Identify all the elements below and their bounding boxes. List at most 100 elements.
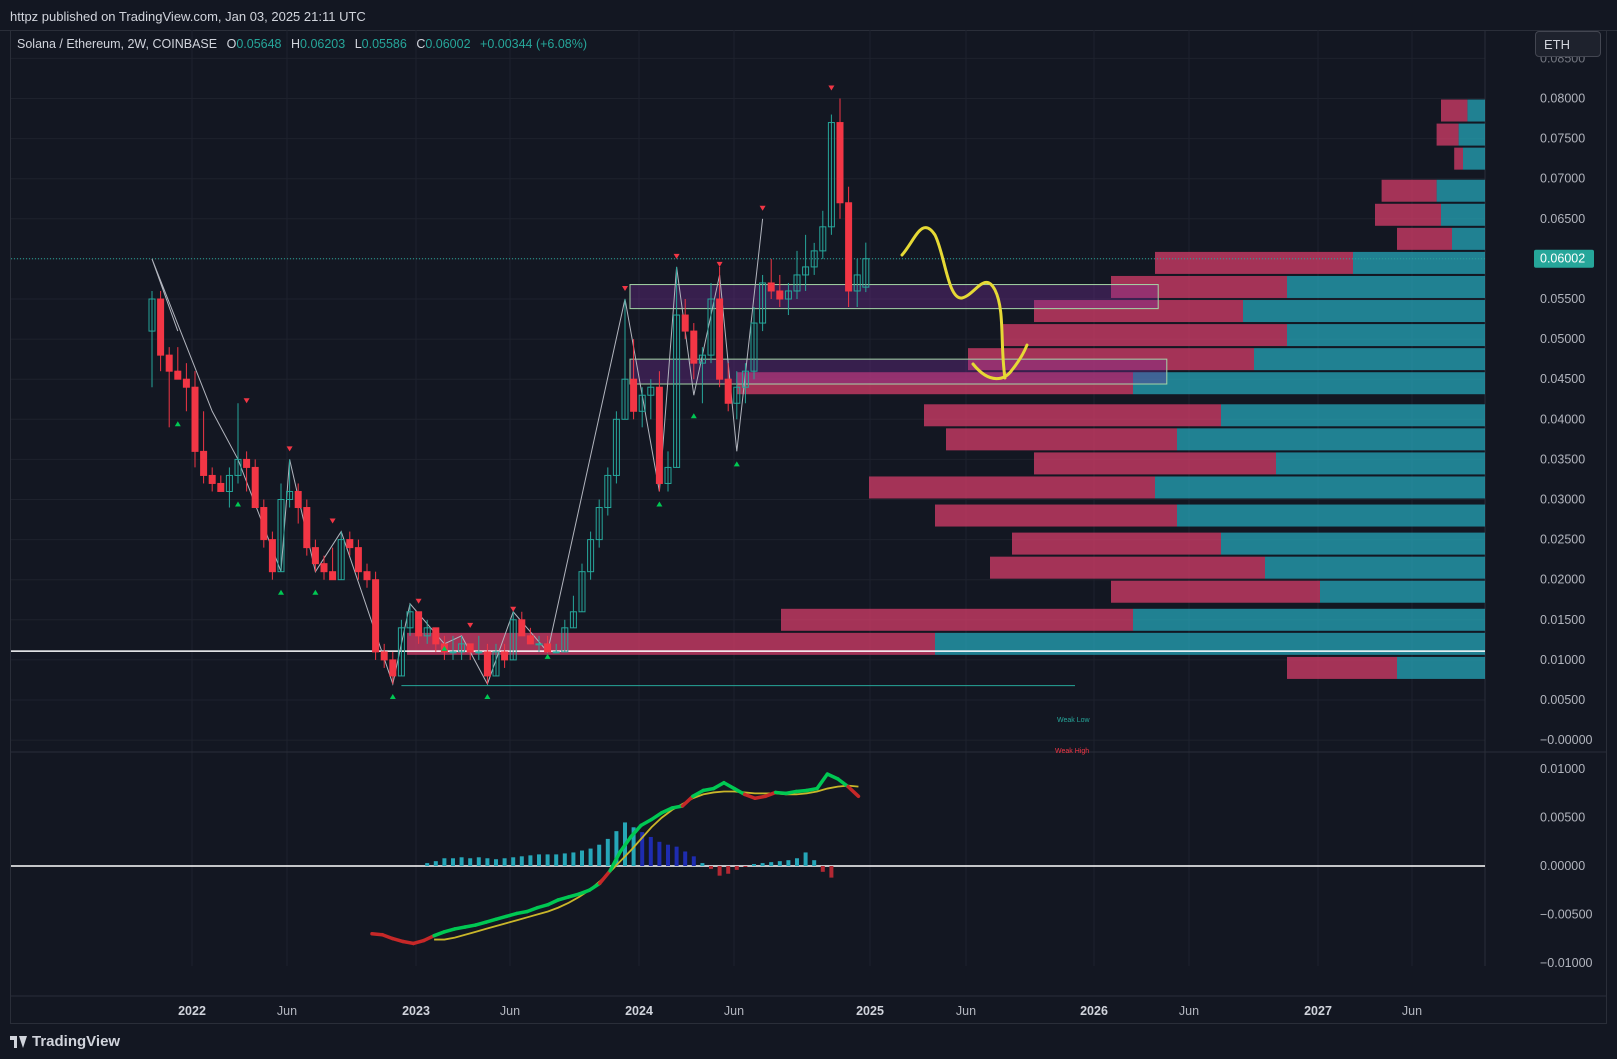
swing-low-marker — [544, 653, 551, 659]
volume-profile-sell-bar — [1111, 580, 1320, 603]
candle-down — [191, 386, 199, 452]
candle-down — [767, 282, 775, 292]
candle-up — [337, 539, 345, 581]
oscillator-histogram-bar — [760, 863, 765, 866]
tradingview-logo[interactable]: TradingView — [10, 1033, 120, 1050]
price-axis-label: 0.00500 — [1540, 693, 1585, 707]
candle-down — [526, 635, 534, 645]
tradingview-brand: TradingView — [32, 1033, 121, 1050]
candle-down — [681, 314, 689, 332]
oscillator-main-line — [390, 936, 405, 944]
swing-high-marker — [828, 85, 835, 91]
swing-low-marker — [278, 589, 284, 595]
oscillator-main-line — [732, 786, 747, 797]
volume-profile-sell-bar — [946, 428, 1177, 451]
volume-profile-sell-bar — [737, 372, 1133, 395]
candle-down — [716, 298, 724, 380]
oscillator-main-line — [380, 932, 395, 941]
oscillator-histogram-bar — [519, 856, 524, 866]
legend-low-value: 0.05586 — [361, 37, 407, 51]
swing-high-marker — [467, 622, 474, 628]
symbol-legend[interactable]: Solana / Ethereum, 2W, COINBASE O0.05648… — [17, 37, 587, 51]
oscillator-main-line — [680, 794, 695, 808]
candle-up — [552, 651, 560, 654]
oscillator-histogram-bar — [580, 850, 584, 866]
volume-profile-buy-bar — [1467, 99, 1485, 122]
oscillator-main-line — [463, 923, 478, 929]
oscillator-axis-label: −0.00500 — [1540, 907, 1593, 921]
oscillator-histogram-bar — [803, 852, 808, 866]
volume-profile-sell-bar — [1034, 452, 1276, 475]
oscillator-main-line — [504, 911, 519, 919]
price-axis-label: 0.05000 — [1540, 332, 1585, 346]
time-axis-label: Jun — [500, 1004, 520, 1018]
time-axis-label: 2025 — [856, 1004, 884, 1018]
candle-up — [784, 290, 792, 300]
swing-high-marker — [329, 518, 336, 524]
price-axis-label: 0.02000 — [1540, 573, 1585, 587]
hand-drawn-projection — [900, 226, 1029, 381]
candle-down — [544, 643, 552, 653]
oscillator-histogram-bar — [829, 866, 834, 878]
oscillator-main-line — [432, 930, 447, 938]
chart-frame[interactable] — [10, 30, 1607, 1024]
last-price-tag — [1534, 249, 1594, 268]
oscillator-main-line — [494, 914, 509, 921]
volume-profile-sell-bar — [1001, 324, 1287, 347]
candle-up — [286, 490, 294, 501]
candle-up — [741, 370, 749, 388]
oscillator-main-line — [639, 817, 654, 828]
legend-close-value: 0.06002 — [425, 37, 471, 51]
oscillator-main-line — [711, 781, 726, 791]
swing-low-marker — [312, 589, 319, 595]
volume-profile-buy-bar — [1463, 147, 1485, 170]
candle-up — [277, 499, 285, 573]
candle-up — [698, 354, 706, 364]
currency-button[interactable]: ETH — [1535, 31, 1601, 57]
time-axis-label: Jun — [277, 1004, 297, 1018]
time-axis-label: 2026 — [1080, 1004, 1108, 1018]
candle-up — [406, 611, 414, 629]
oscillator-histogram-bar — [588, 848, 593, 866]
legend-low-label: L — [354, 37, 362, 51]
volume-profile-sell-bar — [1441, 99, 1468, 122]
candle-down — [320, 563, 328, 573]
price-axis-label: 0.01000 — [1540, 653, 1585, 667]
oscillator-histogram-bar — [537, 854, 541, 866]
candle-down — [182, 378, 190, 388]
candle-down — [346, 539, 354, 549]
candle-down — [630, 378, 638, 412]
candle-up — [759, 282, 767, 324]
candle-up — [397, 627, 405, 677]
candle-up — [492, 651, 500, 677]
oscillator-histogram-bar — [597, 844, 602, 866]
candle-down — [217, 482, 225, 492]
candle-up — [810, 250, 818, 268]
oscillator-histogram-bar — [605, 838, 610, 866]
candle-up — [802, 266, 810, 276]
legend-symbol: Solana / Ethereum, 2W, COINBASE — [17, 37, 218, 51]
candle-down — [354, 547, 362, 573]
candle-up — [827, 122, 835, 228]
oscillator-main-line — [846, 784, 861, 799]
oscillator-histogram-bar — [691, 856, 696, 866]
candle-down — [268, 539, 276, 573]
candle-down — [432, 627, 440, 645]
weak-low-label: Weak Low — [1057, 717, 1090, 724]
oscillator-main-line — [566, 892, 581, 899]
oscillator-histogram-bar — [502, 858, 507, 866]
candle-up — [449, 651, 457, 654]
oscillator-main-line — [670, 804, 685, 810]
oscillator-main-line — [535, 902, 550, 910]
oscillator-main-line — [525, 905, 540, 914]
swing-high-marker — [622, 285, 628, 291]
candle-down — [311, 547, 319, 565]
oscillator-main-line — [442, 927, 457, 934]
candle-down — [501, 651, 509, 661]
swing-high-marker — [286, 446, 293, 452]
oscillator-main-line — [629, 823, 643, 839]
oscillator-histogram-bar — [795, 858, 799, 866]
weak-high-label: Weak High — [1055, 748, 1089, 755]
oscillator-histogram-bar — [734, 866, 739, 870]
